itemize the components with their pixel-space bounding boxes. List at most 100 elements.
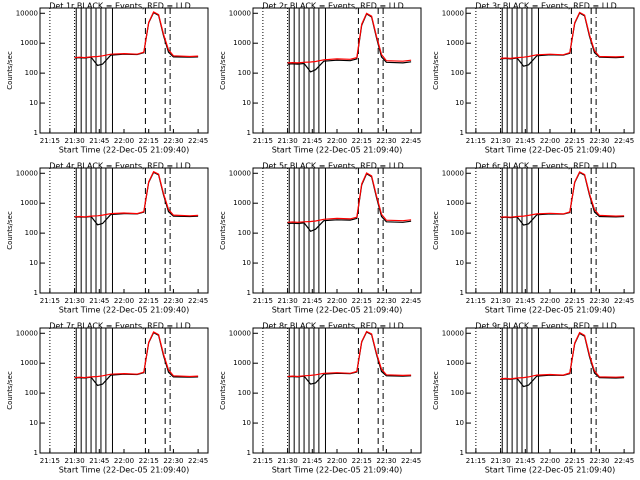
series-line xyxy=(74,331,199,387)
x-tick-label: 22:45 xyxy=(188,137,208,145)
x-tick-label: 22:00 xyxy=(540,137,560,145)
series-line xyxy=(287,13,412,73)
x-tick-label: 21:15 xyxy=(40,297,60,305)
plot-frame xyxy=(39,7,209,134)
x-axis-label: Start Time (22-Dec-05 21:09:40) xyxy=(59,146,190,155)
y-tick-label: 10 xyxy=(242,99,251,107)
x-tick-label: 22:45 xyxy=(614,137,634,145)
y-tick-label: 1 xyxy=(34,129,38,137)
y-tick-label: 100 xyxy=(238,229,251,237)
y-axis-label: Counts/sec xyxy=(6,51,14,90)
x-tick-label: 22:30 xyxy=(589,297,609,305)
y-tick-label: 10 xyxy=(455,419,464,427)
y-tick-label: 1000 xyxy=(446,359,464,367)
plot-frame xyxy=(39,327,209,454)
y-tick-label: 100 xyxy=(25,69,38,77)
x-tick-label: 22:30 xyxy=(589,137,609,145)
y-tick-label: 10000 xyxy=(442,9,464,17)
y-axis-label: Counts/sec xyxy=(432,51,440,90)
y-axis-label: Counts/sec xyxy=(432,211,440,250)
x-tick-label: 21:30 xyxy=(490,137,510,145)
x-tick-label: 22:15 xyxy=(139,297,159,305)
y-tick-label: 10 xyxy=(29,99,38,107)
series-line xyxy=(500,331,625,380)
x-tick-label: 22:15 xyxy=(565,137,585,145)
x-tick-label: 21:30 xyxy=(490,457,510,465)
chart-title: Det 9r BLACK = Events, RED = LLD xyxy=(475,322,617,331)
series-line xyxy=(74,11,199,59)
series-line xyxy=(74,331,199,379)
x-axis-label: Start Time (22-Dec-05 21:09:40) xyxy=(272,146,403,155)
x-tick-label: 21:45 xyxy=(302,457,322,465)
series-line xyxy=(74,11,199,67)
x-tick-label: 21:45 xyxy=(302,297,322,305)
series-line xyxy=(287,172,412,233)
x-tick-label: 22:30 xyxy=(376,297,396,305)
x-tick-label: 22:45 xyxy=(188,457,208,465)
x-axis-label: Start Time (22-Dec-05 21:09:40) xyxy=(59,466,190,475)
x-axis-label: Start Time (22-Dec-05 21:09:40) xyxy=(59,306,190,315)
x-tick-label: 21:45 xyxy=(89,297,109,305)
x-tick-label: 21:45 xyxy=(515,137,535,145)
chart-title: Det 2r BLACK = Events, RED = LLD xyxy=(262,2,404,11)
y-tick-label: 100 xyxy=(451,229,464,237)
y-tick-label: 10000 xyxy=(229,169,251,177)
plot-frame xyxy=(252,7,422,134)
series-line xyxy=(74,171,199,226)
chart-title: Det 1r BLACK = Events, RED = LLD xyxy=(49,2,191,11)
x-tick-label: 21:15 xyxy=(466,457,486,465)
chart-title: Det 6r BLACK = Events, RED = LLD xyxy=(475,162,617,171)
chart-title: Det 8r BLACK = Events, RED = LLD xyxy=(262,322,404,331)
chart-title: Det 3r BLACK = Events, RED = LLD xyxy=(475,2,617,11)
y-tick-label: 10 xyxy=(242,259,251,267)
plot-frame xyxy=(465,7,635,134)
chart-title: Det 7r BLACK = Events, RED = LLD xyxy=(49,322,191,331)
y-tick-label: 100 xyxy=(238,389,251,397)
y-tick-label: 10 xyxy=(29,259,38,267)
y-axis-label: Counts/sec xyxy=(6,211,14,250)
y-tick-label: 1 xyxy=(247,129,251,137)
y-tick-label: 100 xyxy=(25,389,38,397)
x-tick-label: 22:30 xyxy=(589,457,609,465)
x-tick-label: 22:45 xyxy=(401,137,421,145)
y-tick-label: 10 xyxy=(455,99,464,107)
y-axis-label: Counts/sec xyxy=(219,51,227,90)
x-tick-label: 22:15 xyxy=(565,297,585,305)
series-line xyxy=(287,330,412,378)
x-axis-label: Start Time (22-Dec-05 21:09:40) xyxy=(272,466,403,475)
y-axis-label: Counts/sec xyxy=(432,371,440,410)
x-axis-label: Start Time (22-Dec-05 21:09:40) xyxy=(272,306,403,315)
x-tick-label: 21:15 xyxy=(253,297,273,305)
y-tick-label: 1 xyxy=(460,129,464,137)
y-tick-label: 1 xyxy=(247,449,251,457)
x-tick-label: 22:30 xyxy=(376,137,396,145)
x-tick-label: 22:30 xyxy=(163,457,183,465)
x-tick-label: 21:45 xyxy=(515,297,535,305)
x-tick-label: 21:30 xyxy=(490,297,510,305)
x-tick-label: 22:45 xyxy=(401,297,421,305)
x-tick-label: 21:15 xyxy=(253,457,273,465)
plot-frame xyxy=(39,167,209,294)
x-tick-label: 21:30 xyxy=(277,137,297,145)
y-tick-label: 1000 xyxy=(20,359,38,367)
x-tick-label: 22:30 xyxy=(376,457,396,465)
x-tick-label: 22:30 xyxy=(163,297,183,305)
y-tick-label: 100 xyxy=(238,69,251,77)
x-tick-label: 22:15 xyxy=(352,137,372,145)
y-axis-label: Counts/sec xyxy=(219,211,227,250)
x-tick-label: 21:15 xyxy=(253,137,273,145)
x-tick-label: 22:00 xyxy=(540,457,560,465)
series-line xyxy=(500,171,625,226)
y-tick-label: 1000 xyxy=(20,199,38,207)
y-tick-label: 10000 xyxy=(229,9,251,17)
y-tick-label: 10 xyxy=(242,419,251,427)
y-tick-label: 10000 xyxy=(16,329,38,337)
y-tick-label: 10000 xyxy=(16,9,38,17)
y-tick-label: 1000 xyxy=(20,39,38,47)
y-tick-label: 10000 xyxy=(442,169,464,177)
y-tick-label: 1 xyxy=(34,449,38,457)
plot-frame xyxy=(465,167,635,294)
y-tick-label: 100 xyxy=(451,69,464,77)
x-tick-label: 22:00 xyxy=(114,297,134,305)
